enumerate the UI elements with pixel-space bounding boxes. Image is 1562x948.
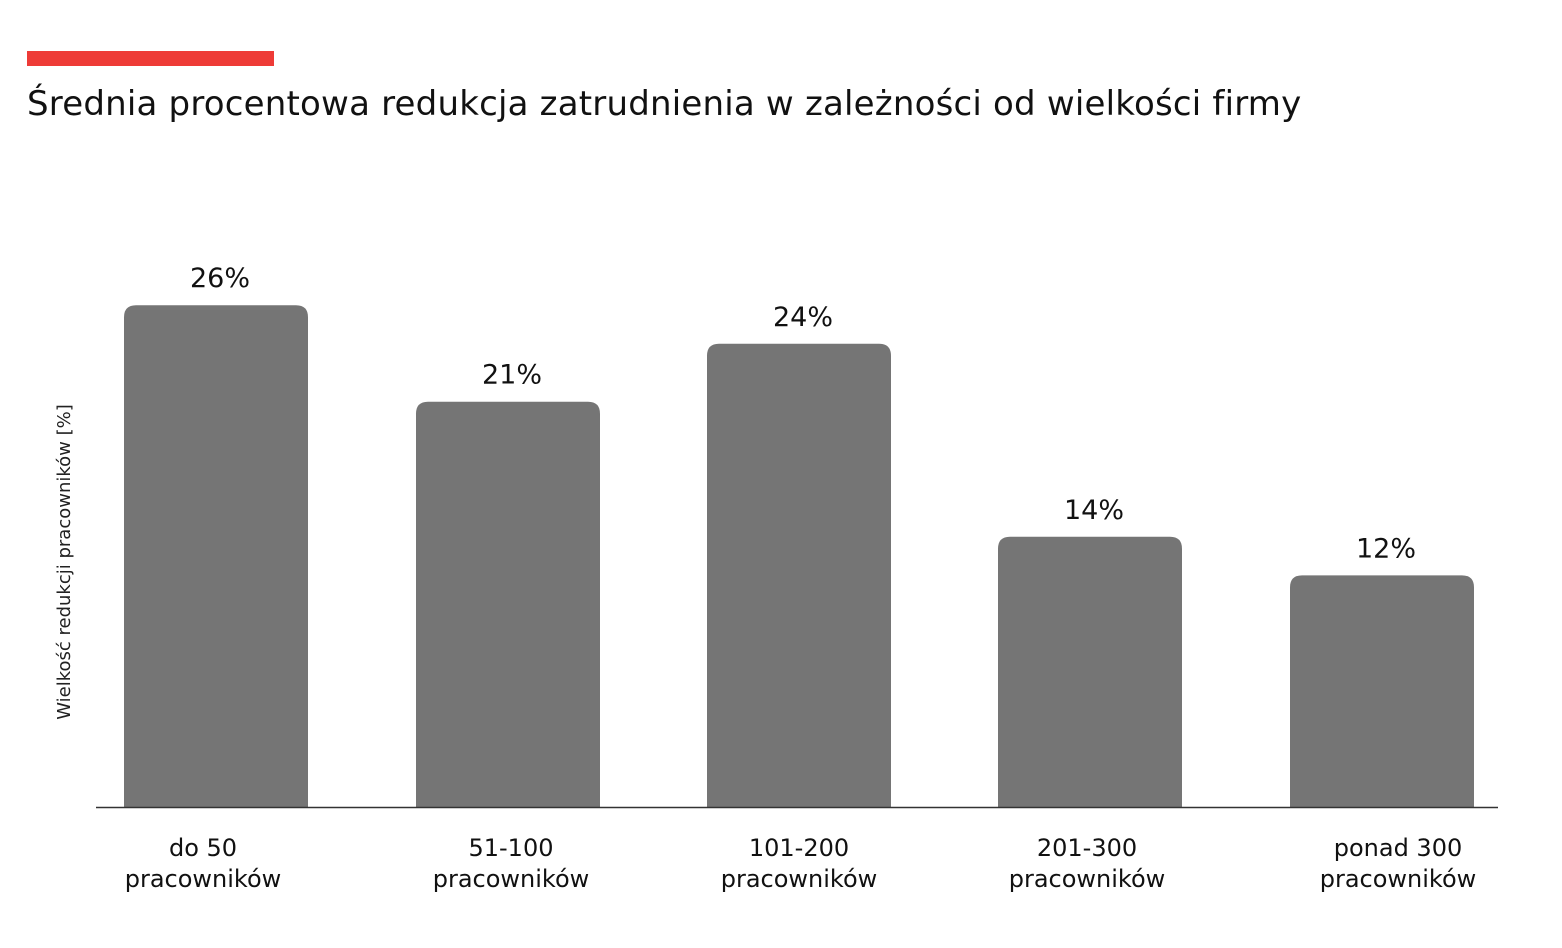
category-label-3-line-1: pracowników (1009, 865, 1166, 893)
bar-1 (416, 401, 600, 807)
category-label-4-line-1: pracowników (1320, 865, 1477, 893)
bar-4 (1290, 575, 1474, 807)
bar-0 (124, 305, 308, 807)
y-axis-label: Wielkość redukcji pracowników [%] (54, 404, 75, 720)
title-accent-bar (27, 51, 274, 66)
bar-value-label-1: 21% (482, 360, 542, 391)
category-label-1-line-1: pracowników (433, 865, 590, 893)
bars-group (124, 305, 1474, 807)
category-label-1-line-0: 51-100 (468, 834, 553, 862)
category-label-0-line-0: do 50 (169, 834, 237, 862)
bar-value-label-4: 12% (1356, 533, 1416, 564)
category-label-3-line-0: 201-300 (1037, 834, 1137, 862)
category-label-4-line-0: ponad 300 (1334, 834, 1463, 862)
bar-value-label-2: 24% (773, 302, 833, 333)
category-label-2-line-1: pracowników (721, 865, 878, 893)
bar-3 (998, 536, 1182, 807)
bar-2 (707, 343, 891, 807)
category-label-2-line-0: 101-200 (749, 834, 849, 862)
category-label-0-line-1: pracowników (125, 865, 282, 893)
labels-group: 26% do 50 pracowników 21% 51-100 pracowników 2… (125, 263, 1477, 893)
bar-value-label-0: 26% (190, 263, 250, 294)
bar-value-label-3: 14% (1064, 495, 1124, 526)
chart-title: Średnia procentowa redukcja zatrudnienia… (27, 84, 1302, 124)
